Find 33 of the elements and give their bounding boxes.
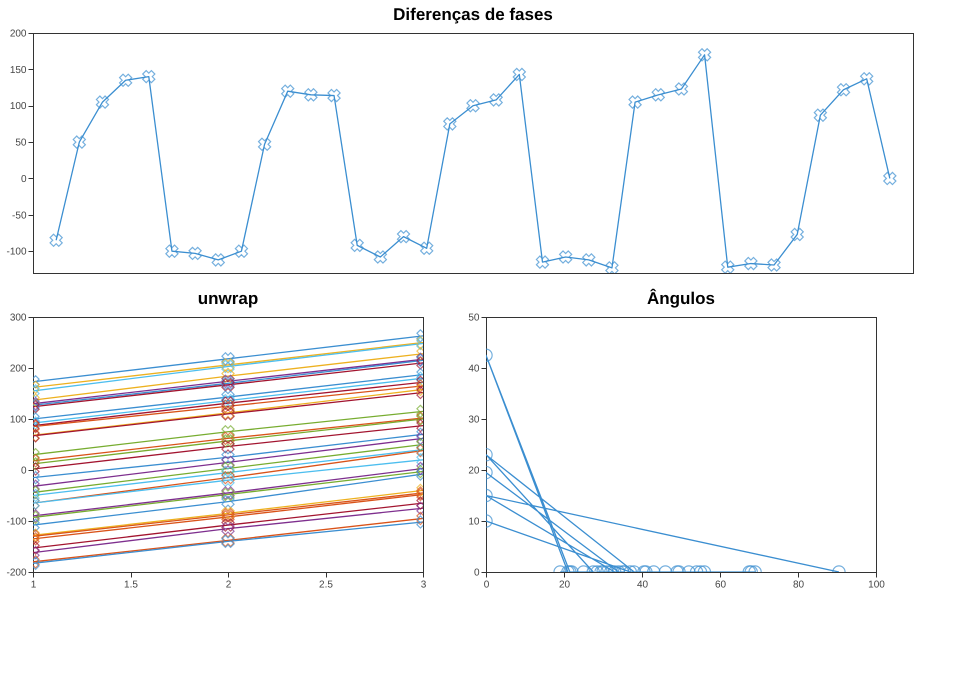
chart-title: unwrap: [198, 289, 258, 308]
x-tick-label: 1: [30, 580, 37, 590]
y-tick-label: 20: [468, 466, 480, 476]
y-tick-label: 40: [468, 364, 480, 374]
chart-title: Ângulos: [647, 288, 715, 308]
y-tick-label: 10: [468, 516, 480, 528]
x-tick-label: 2.5: [319, 580, 334, 590]
y-tick-label: 0: [474, 568, 480, 578]
x-tick-label: 20: [558, 580, 570, 590]
y-tick-label: 150: [10, 64, 27, 76]
y-tick-label: 0: [20, 174, 27, 185]
x-tick-label: 60: [714, 580, 726, 590]
x-tick-label: 100: [868, 580, 886, 590]
x-tick-label: 1.5: [124, 580, 138, 590]
y-tick-label: 200: [10, 364, 27, 374]
y-tick-label: 200: [10, 28, 27, 40]
x-tick-label: 2: [226, 580, 232, 590]
chart-title: Diferenças de fases: [393, 5, 553, 24]
y-tick-label: -50: [12, 210, 27, 222]
x-tick-label: 0: [484, 580, 490, 590]
y-tick-label: 0: [20, 466, 27, 476]
y-tick-label: 100: [10, 101, 27, 112]
y-tick-label: -100: [6, 516, 27, 528]
y-tick-label: 100: [10, 414, 27, 426]
y-tick-label: 50: [15, 138, 27, 149]
x-tick-label: 3: [420, 580, 427, 590]
x-tick-label: 40: [636, 580, 648, 590]
y-tick-label: 30: [468, 414, 480, 426]
y-tick-label: 50: [468, 312, 480, 324]
y-tick-label: -100: [6, 246, 27, 258]
y-tick-label: 300: [10, 312, 27, 324]
y-tick-label: -200: [6, 568, 27, 578]
x-tick-label: 80: [792, 580, 804, 590]
